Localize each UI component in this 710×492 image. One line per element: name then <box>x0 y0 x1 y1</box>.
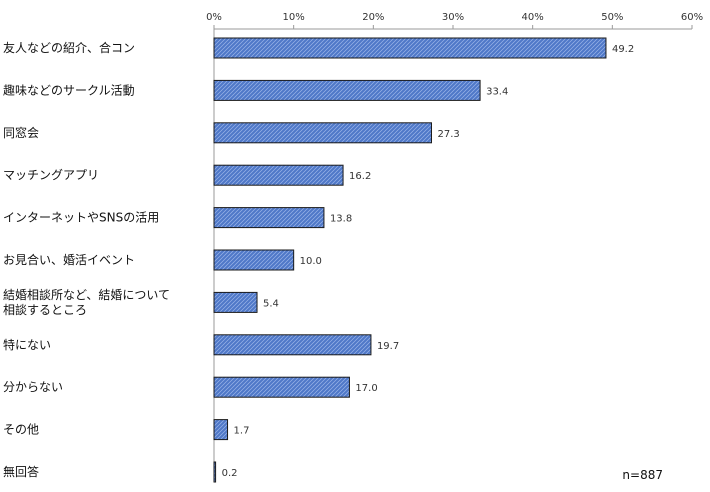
category-label: その他 <box>3 423 39 437</box>
category-label: 分からない <box>3 380 63 394</box>
bar <box>213 79 481 101</box>
sample-size-note: n=887 <box>622 468 663 482</box>
bar <box>213 419 229 441</box>
bar-value-label: 13.8 <box>330 214 352 225</box>
bar <box>213 122 432 144</box>
category-label: お見合い、婚活イベント <box>3 252 135 267</box>
bar-value-label: 1.7 <box>234 426 250 437</box>
bar <box>213 207 325 229</box>
x-tick-label: 60% <box>681 12 703 23</box>
category-labels: 友人などの紹介、合コン趣味などのサークル活動同窓会マッチングアプリインターネット… <box>3 40 170 479</box>
bar-value-label: 17.0 <box>355 383 377 394</box>
category-label: 友人などの紹介、合コン <box>3 40 135 55</box>
bar <box>213 291 258 313</box>
category-label: 結婚相談所など、結婚について相談するところ <box>3 287 170 317</box>
x-tick-label: 30% <box>442 12 464 23</box>
bar <box>213 37 607 59</box>
bar-value-label: 49.2 <box>612 44 634 55</box>
category-label: マッチングアプリ <box>3 168 99 182</box>
bar-value-label: 0.2 <box>222 468 238 479</box>
bar-value-label: 27.3 <box>437 129 459 140</box>
bar <box>213 461 217 483</box>
x-tick-label: 50% <box>601 12 623 23</box>
x-tick-label: 40% <box>522 12 544 23</box>
bar-value-label: 19.7 <box>377 341 399 352</box>
category-label: インターネットやSNSの活用 <box>3 211 159 225</box>
category-label: 無回答 <box>3 464 39 479</box>
bar-value-label: 33.4 <box>486 86 508 97</box>
bar <box>213 164 344 186</box>
bar <box>213 334 372 356</box>
bar <box>213 249 295 271</box>
bar <box>213 376 350 398</box>
category-label: 趣味などのサークル活動 <box>3 82 135 97</box>
category-label: 同窓会 <box>3 125 39 140</box>
bar-value-label: 5.4 <box>263 298 279 309</box>
category-label: 特にない <box>3 337 51 352</box>
x-tick-label: 0% <box>206 12 222 23</box>
x-axis: 0% 10% 20% 30% 40% 50% 60% <box>206 12 703 480</box>
x-tick-label: 10% <box>283 12 305 23</box>
bar-value-label: 10.0 <box>300 256 322 267</box>
bar-value-label: 16.2 <box>349 171 371 182</box>
x-tick-label: 20% <box>362 12 384 23</box>
bar-series: 49.2 33.4 27.3 16.2 13.8 10.0 5.4 19.7 17.0 1.7 0.… <box>213 37 634 483</box>
